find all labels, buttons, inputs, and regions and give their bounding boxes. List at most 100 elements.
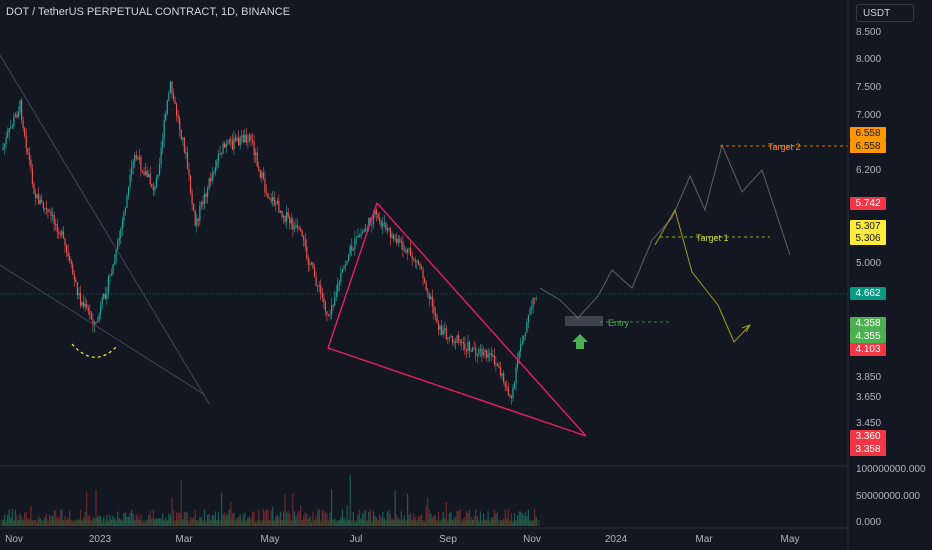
candle-body bbox=[241, 135, 243, 137]
volume-bar bbox=[227, 514, 229, 526]
volume-bar bbox=[24, 512, 26, 526]
candle-body bbox=[346, 261, 348, 265]
candle-body bbox=[65, 245, 68, 252]
candle-body bbox=[515, 367, 517, 383]
candle-body bbox=[476, 354, 478, 356]
candle-body bbox=[388, 228, 390, 230]
candle-body bbox=[169, 81, 171, 93]
candle-body bbox=[413, 258, 415, 261]
candle-body bbox=[146, 171, 148, 178]
candle-body bbox=[385, 222, 387, 230]
entry-zone bbox=[565, 316, 603, 326]
volume-bar bbox=[13, 520, 15, 526]
candle-body bbox=[304, 240, 306, 247]
candle-body bbox=[90, 313, 92, 320]
volume-bar bbox=[282, 511, 285, 526]
candle-body bbox=[186, 152, 189, 169]
candle-body bbox=[22, 120, 24, 128]
candle-body bbox=[194, 210, 196, 226]
candle-body bbox=[183, 137, 185, 153]
volume-bar bbox=[300, 505, 302, 526]
volume-bar bbox=[269, 520, 271, 526]
candle-body bbox=[334, 297, 336, 306]
volume-bar bbox=[351, 522, 353, 526]
volume-bar bbox=[335, 522, 337, 526]
volume-bar bbox=[50, 515, 52, 526]
candle-body bbox=[114, 261, 116, 265]
volume-bar bbox=[352, 512, 354, 526]
volume-bar bbox=[515, 520, 517, 526]
volume-bar bbox=[75, 521, 77, 526]
volume-bar bbox=[70, 519, 72, 526]
candle-body bbox=[411, 255, 413, 259]
volume-bar bbox=[225, 515, 227, 526]
volume-bar bbox=[355, 522, 357, 526]
volume-bar bbox=[365, 509, 367, 526]
currency-selector[interactable]: USDT bbox=[856, 4, 914, 22]
volume-bar bbox=[219, 521, 221, 526]
volume-bar bbox=[59, 510, 61, 526]
volume-bar bbox=[7, 515, 9, 526]
candle-body bbox=[79, 293, 82, 306]
candle-body bbox=[160, 148, 162, 164]
candle-body bbox=[75, 279, 77, 283]
volume-bar bbox=[327, 521, 330, 526]
candle-body bbox=[374, 209, 376, 215]
volume-bar bbox=[213, 515, 215, 526]
candle-body bbox=[341, 268, 344, 273]
volume-bar bbox=[92, 516, 94, 526]
candle-body bbox=[140, 156, 142, 171]
candle-body bbox=[174, 100, 176, 104]
volume-bar bbox=[518, 511, 520, 526]
volume-bar bbox=[3, 514, 6, 526]
volume-bar bbox=[459, 509, 461, 526]
candle-body bbox=[148, 174, 150, 178]
candle-body bbox=[286, 212, 288, 222]
volume-bar bbox=[473, 515, 475, 526]
price-tick: 5.000 bbox=[856, 258, 882, 269]
volume-bar bbox=[157, 518, 159, 526]
candle-body bbox=[406, 249, 409, 253]
volume-bar bbox=[492, 517, 494, 526]
candle-body bbox=[10, 127, 12, 129]
grid bbox=[0, 0, 849, 550]
volume-bar bbox=[196, 519, 198, 526]
volume-bar bbox=[523, 515, 525, 526]
candle-body bbox=[17, 111, 20, 118]
volume-bar bbox=[292, 493, 294, 526]
volume-bar bbox=[363, 511, 365, 526]
price-tick: 3.650 bbox=[856, 392, 882, 403]
volume-bar bbox=[481, 521, 483, 526]
candle-body bbox=[59, 233, 61, 235]
alternate-arrow bbox=[741, 324, 752, 333]
target2-label: Target 2 bbox=[768, 142, 801, 152]
volume-bar bbox=[123, 513, 125, 526]
volume-bar bbox=[222, 514, 224, 526]
volume-bar bbox=[261, 522, 263, 526]
volume-bars bbox=[0, 475, 540, 526]
volume-bar bbox=[313, 520, 316, 526]
volume-bar bbox=[160, 518, 162, 526]
candle-body bbox=[158, 163, 161, 175]
candle-body bbox=[489, 353, 491, 355]
volume-bar bbox=[48, 514, 51, 526]
volume-bar bbox=[444, 518, 446, 526]
price-label: 5.306 bbox=[850, 232, 886, 245]
candle-body bbox=[365, 229, 367, 231]
volume-bar bbox=[126, 516, 128, 526]
candle-body bbox=[196, 218, 198, 226]
volume-bar bbox=[244, 512, 246, 526]
candle-body bbox=[337, 283, 339, 292]
volume-bar bbox=[436, 520, 438, 526]
candle-body bbox=[121, 220, 123, 230]
volume-bar bbox=[462, 518, 464, 526]
candle-body bbox=[70, 259, 72, 265]
candle-body bbox=[25, 136, 27, 149]
volume-bar bbox=[58, 517, 60, 526]
candle-body bbox=[205, 193, 207, 198]
time-tick: Nov bbox=[5, 534, 23, 545]
volume-bar bbox=[399, 520, 401, 526]
candle-body bbox=[456, 335, 458, 343]
candle-body bbox=[48, 211, 51, 213]
